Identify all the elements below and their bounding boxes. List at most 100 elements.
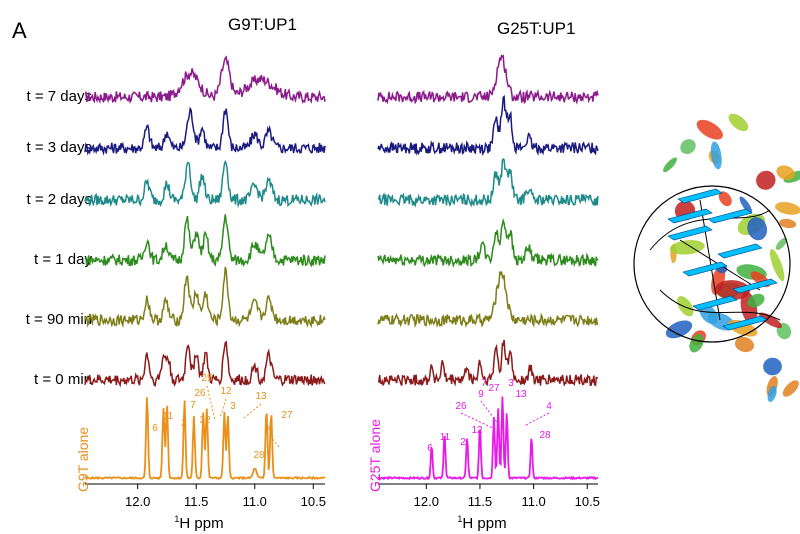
time-label: t = 2 days	[27, 191, 92, 208]
peak-label: 4	[267, 423, 273, 434]
structure-helix	[663, 157, 677, 173]
peak-label: 28	[253, 450, 265, 461]
peak-label: 27	[488, 383, 500, 394]
protein-structure-image	[633, 110, 800, 418]
structure-helix	[696, 119, 723, 140]
axis-title: 1H ppm	[174, 514, 223, 532]
structure-helix	[665, 320, 693, 339]
spectrum-trace	[377, 94, 599, 156]
spectrum-trace	[84, 340, 326, 388]
peak-label: 4	[546, 401, 552, 412]
peak-label: 7	[190, 400, 196, 411]
peak-arrow	[480, 400, 500, 426]
spectrum-trace	[377, 54, 599, 105]
structure-helix	[680, 139, 696, 155]
panel-letter: A	[12, 18, 27, 43]
structure-g-quartet	[667, 225, 713, 241]
structure-helix	[779, 218, 797, 229]
peak-label: 11	[163, 411, 174, 422]
tick-label: 11.0	[521, 494, 545, 509]
structure-helix	[699, 304, 718, 325]
peak-label: 11	[440, 432, 451, 443]
structure-helix	[775, 202, 800, 215]
structure-helix	[677, 296, 694, 317]
structure-helix	[728, 113, 749, 132]
structure-g-quartet	[707, 208, 753, 224]
left-spectra	[84, 55, 326, 388]
g25t-alone-spectrum: 6 11 2 12 26 97 27 313 4 28	[377, 378, 599, 481]
peak-label: 7	[481, 378, 487, 389]
left-x-axis: 12.0 11.5 11.0 10.5 1H ppm	[85, 483, 326, 532]
structure-g-quartet	[692, 295, 738, 311]
peak-arrow	[523, 412, 550, 427]
peak-label: 2	[181, 418, 187, 429]
tick-label: 11.0	[243, 494, 267, 509]
g9t-alone-label: G9T alone	[75, 427, 91, 492]
structure-helix	[756, 170, 776, 190]
peak-label: 2	[460, 437, 466, 448]
time-labels: t = 7 days t = 3 days t = 2 days t = 1 day t…	[26, 88, 93, 388]
peak-arrow	[269, 435, 281, 449]
tick-label: 12.0	[414, 494, 439, 509]
peak-label: 13	[515, 389, 527, 400]
spectrum-trace	[377, 157, 599, 208]
peak-label: 26	[455, 401, 467, 412]
peak-label: 32	[199, 415, 211, 426]
structure-helix	[689, 334, 704, 353]
structure-helix	[718, 191, 732, 207]
peak-label: 26	[194, 388, 206, 399]
peak-label: 28	[539, 430, 551, 441]
time-label: t = 0 min	[34, 371, 92, 388]
time-label: t = 1 day	[34, 251, 92, 268]
spectrum-trace	[377, 339, 599, 387]
right-x-axis: 12.0 11.5 11.0 10.5 1H ppm	[378, 483, 600, 532]
structure-g-quartet	[732, 278, 778, 294]
structure-g-quartet	[682, 261, 728, 277]
spectrum-trace	[377, 271, 599, 329]
peak-label: 27	[281, 410, 293, 421]
structure-helix	[767, 385, 777, 403]
structure-g-quartet	[667, 208, 713, 224]
structure-helix	[770, 249, 785, 282]
right-panel-title: G25T:UP1	[497, 19, 575, 38]
structure-helix	[758, 312, 782, 329]
g25t-alone-label: G25T alone	[367, 419, 383, 492]
spectrum-trace	[84, 106, 326, 156]
peak-label: 9	[478, 389, 484, 400]
time-label: t = 3 days	[27, 139, 92, 156]
peak-label: 25	[201, 373, 213, 384]
structure-helix	[747, 217, 768, 241]
structure-helix	[669, 240, 705, 255]
structure-helix	[710, 141, 722, 170]
peak-label: 12	[471, 425, 483, 436]
peak-label: 6	[427, 443, 433, 454]
left-panel-title: G9T:UP1	[228, 15, 297, 34]
alone-spectrum-trace	[377, 396, 599, 481]
peak-arrow	[243, 403, 262, 419]
structure-helix	[739, 196, 753, 214]
peak-label: 3	[508, 378, 514, 389]
spectrum-trace	[84, 266, 326, 329]
axis-title: 1H ppm	[457, 514, 506, 532]
peak-arrow	[219, 398, 227, 419]
structure-helix	[747, 293, 765, 308]
peak-arrow	[206, 385, 216, 421]
peak-arrow	[460, 412, 498, 431]
peak-label: 13	[255, 391, 267, 402]
tick-label: 11.5	[468, 494, 492, 509]
time-label: t = 7 days	[27, 88, 92, 105]
tick-label: 10.5	[301, 494, 326, 509]
structure-g-quartet	[717, 243, 763, 259]
time-label: t = 90 min	[26, 311, 92, 328]
spectrum-trace	[377, 217, 599, 268]
structure-g-quartet	[677, 188, 723, 204]
tick-label: 12.0	[125, 494, 150, 509]
spectrum-trace	[84, 159, 326, 209]
structure-helix	[734, 336, 755, 353]
structure-helix	[715, 280, 751, 300]
spectrum-trace	[84, 214, 326, 268]
structure-helix	[776, 165, 795, 180]
tick-label: 10.5	[575, 494, 600, 509]
peak-label: 12	[220, 386, 232, 397]
